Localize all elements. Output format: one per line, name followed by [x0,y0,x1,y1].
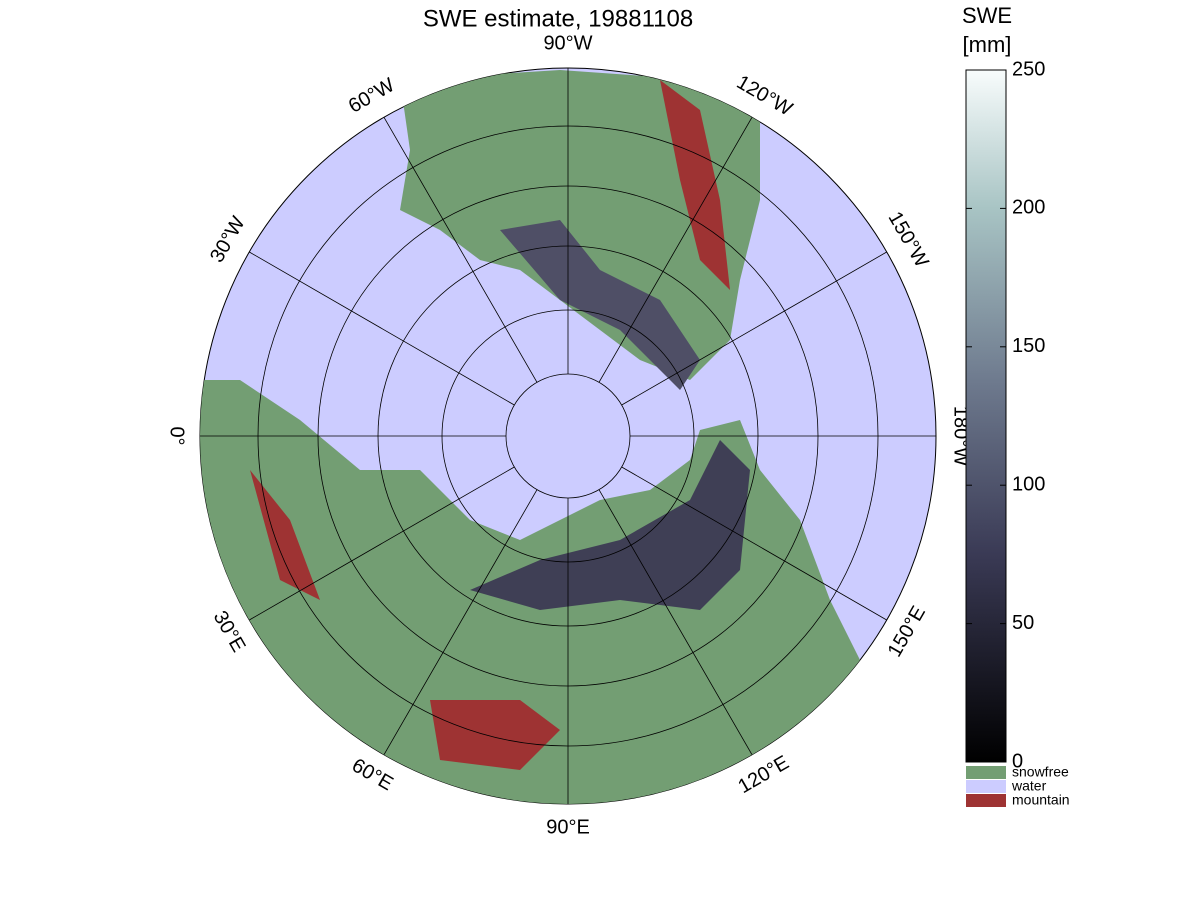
longitude-label: 60°E [348,754,397,795]
category-swatch [966,794,1006,807]
map: 90°W60°W30°W0°30°E60°E90°E120°E150°E180°… [166,32,972,838]
longitude-label: 30°W [206,213,250,267]
snow-cover [500,220,700,390]
category-label: snowfree [1012,764,1069,780]
meridian [249,251,515,406]
meridian [383,489,538,755]
meridian [598,117,753,383]
land [200,70,860,804]
colorbar-tick-label: 200 [1012,197,1045,219]
colorbar-tick-label: 50 [1012,612,1034,634]
category-label: mountain [1012,792,1070,808]
title: SWE estimate, 19881108 [423,5,693,32]
category-label: water [1011,778,1047,794]
longitude-label: 90°W [543,32,592,54]
meridian [249,466,515,621]
meridian [383,117,538,383]
meridian [621,251,887,406]
mountain [250,80,730,770]
colorbar-label: SWE [962,3,1012,28]
colorbar: SWE [mm] 0 50 100 150 200 250 snowfreewatermou… [962,3,1070,808]
colorbar-tick-label: 250 [1012,58,1045,80]
longitude-label: 60°W [345,74,399,118]
colorbar-label: [mm] [963,32,1012,57]
category-swatch [966,766,1006,779]
colorbar-tick-label: 0 [1012,750,1023,772]
snow-cover [470,440,750,610]
meridian [621,466,887,621]
longitude-label: 30°E [209,607,250,656]
colorbar-tick-label: 150 [1012,335,1045,357]
colorbar-scale [965,69,1007,763]
category-swatch [966,780,1006,793]
longitude-label: 90°E [546,816,590,838]
longitude-label: 0° [166,426,188,445]
north-america [400,70,760,380]
colorbar-tick-label: 100 [1012,473,1045,495]
meridian [598,489,753,755]
